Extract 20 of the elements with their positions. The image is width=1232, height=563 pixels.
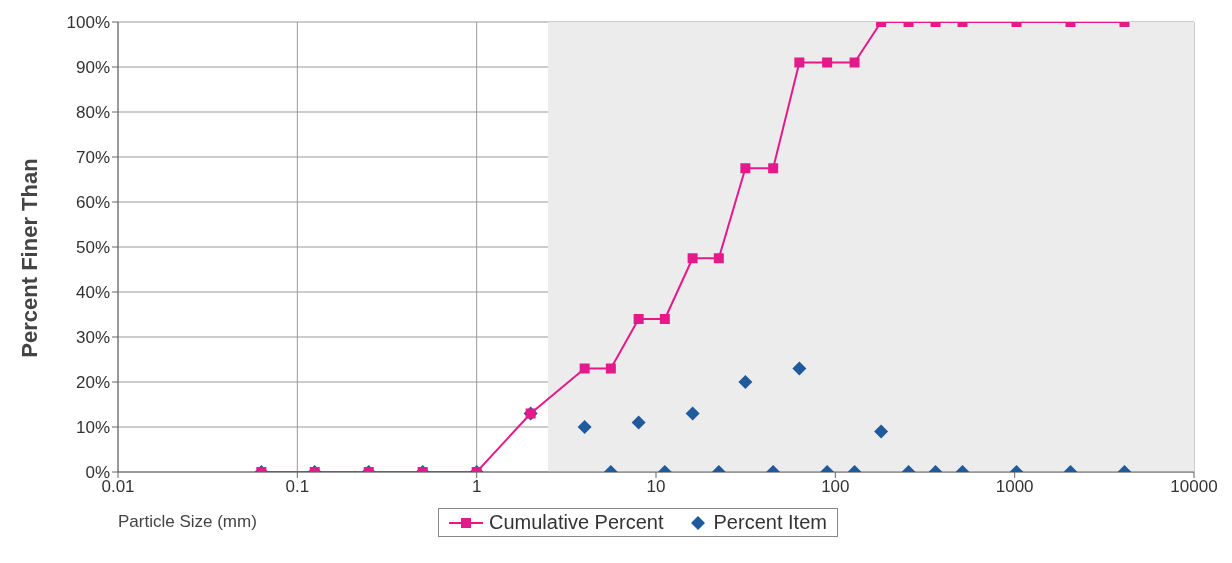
y-tick-label: 100%: [66, 13, 110, 33]
y-tick-label: 80%: [75, 103, 110, 123]
y-tick-label: 30%: [75, 328, 110, 348]
y-tick-label: 40%: [75, 283, 110, 303]
x-tick-label: 10000: [1170, 477, 1218, 497]
x-tick-label: 10: [646, 477, 666, 497]
y-tick-label: 20%: [75, 373, 110, 393]
x-tick-label: 0.1: [285, 477, 310, 497]
x-axis-title: Particle Size (mm): [118, 512, 257, 532]
y-tick-label: 10%: [75, 418, 110, 438]
x-tick-label: 100: [821, 477, 850, 497]
y-tick-label: 60%: [75, 193, 110, 213]
y-tick-label: 70%: [75, 148, 110, 168]
x-tick-label: 1000: [995, 477, 1034, 497]
y-tick-label: 90%: [75, 58, 110, 78]
legend-label: Percent Item: [712, 511, 827, 534]
legend-label: Cumulative Percent: [488, 511, 664, 534]
x-tick-label: 1: [471, 477, 482, 497]
y-tick-label: 50%: [75, 238, 110, 258]
y-axis-title: Percent Finer Than: [17, 158, 43, 358]
